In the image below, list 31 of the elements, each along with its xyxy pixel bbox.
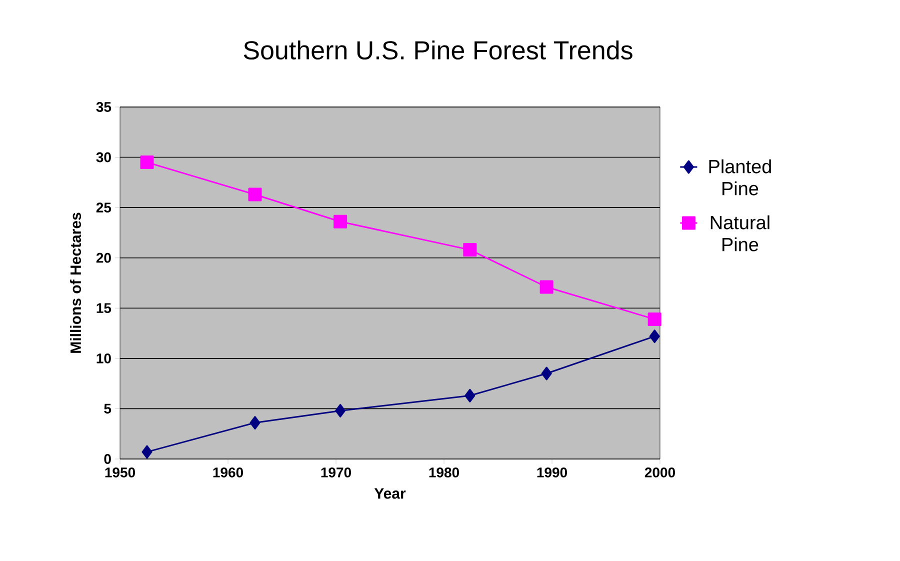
y-tick-label: 15 (96, 303, 112, 314)
y-axis-title: Millions of Hectares (70, 212, 82, 353)
y-tick-label: 25 (96, 202, 112, 213)
point (648, 312, 662, 326)
x-axis-title: Year (374, 488, 406, 499)
point (250, 416, 260, 430)
y-tick-label: 0 (104, 454, 111, 464)
x-tick-label: 1950 (105, 468, 135, 478)
point (463, 243, 477, 257)
point (142, 445, 152, 459)
point (248, 188, 262, 202)
x-tick-label: 1980 (429, 468, 459, 478)
x-tick-label: 1990 (537, 468, 567, 478)
x-tick-label: 1970 (321, 468, 351, 478)
y-tick-label: 5 (104, 404, 112, 414)
chart-title: Southern U.S. Pine Forest Trends (244, 40, 632, 60)
legend-label: Planted Pine (709, 159, 771, 196)
legend-label: Natural Pine (710, 215, 770, 252)
y-tick-label: 10 (96, 353, 111, 364)
x-tick-label: 2000 (644, 468, 675, 478)
y-tick-label: 30 (96, 152, 111, 162)
point (140, 156, 154, 170)
point (649, 330, 660, 344)
point (464, 388, 476, 402)
point (540, 280, 554, 294)
point (541, 366, 552, 380)
y-tick-label: 35 (96, 102, 112, 112)
y-tick-label: 20 (96, 252, 111, 263)
point (335, 404, 346, 418)
x-tick-label: 1960 (213, 468, 243, 478)
point (334, 214, 348, 228)
